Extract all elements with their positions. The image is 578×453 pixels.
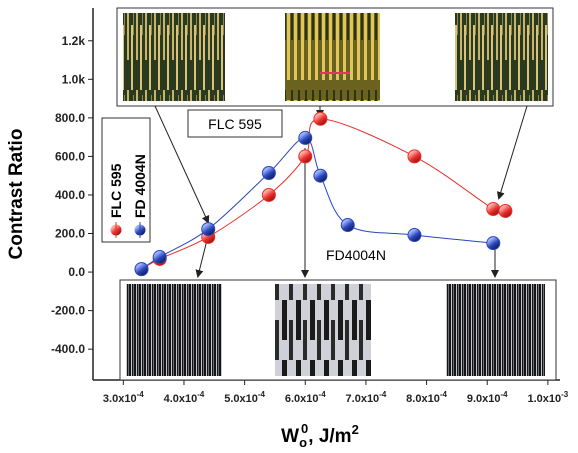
x-tick-label: 5.0x10-4 (224, 390, 265, 405)
y-tick-label: 400.0 (55, 188, 85, 202)
image (285, 13, 380, 101)
x-label-sup: 0 (301, 421, 308, 436)
point (262, 166, 275, 179)
annotation: FLC 595 (208, 116, 262, 132)
point (314, 169, 327, 182)
x-tick-exponent: -4 (319, 390, 327, 399)
x-tick-mantissa: 4.0x10 (164, 393, 198, 405)
x-tick-mantissa: 1.0x10 (527, 393, 561, 405)
x-tick-mantissa: 3.0x10 (103, 393, 137, 405)
x-tick-mantissa: 8.0x10 (406, 393, 440, 405)
point (202, 223, 215, 236)
x-tick-label: 4.0x10-4 (164, 390, 205, 405)
y-tick-label: 0.0 (68, 265, 85, 279)
x-tick-label: 9.0x10-4 (467, 390, 508, 405)
x-tick-label: 8.0x10-4 (406, 390, 447, 405)
x-tick-label: 7.0x10-4 (346, 390, 387, 405)
fit-curve (142, 138, 494, 269)
y-axis-label: Contrast Ratio (6, 129, 27, 260)
y-tick-label: 800.0 (55, 111, 85, 125)
x-tick-mantissa: 7.0x10 (346, 393, 380, 405)
y-tick-label: 1.2k (62, 34, 86, 48)
y-tick-label: -400.0 (51, 342, 85, 356)
x-tick-exponent: -3 (561, 390, 569, 399)
x-tick-label: 6.0x10-4 (285, 390, 326, 405)
x-tick-exponent: -4 (500, 390, 508, 399)
legend-label: FD 4004N (132, 154, 148, 218)
point (499, 204, 512, 217)
arrow (499, 106, 527, 198)
x-tick-mantissa: 5.0x10 (224, 393, 258, 405)
chart: -400.0 -200.0 0.0 200.0 400.0 600.0 800.0 1.0k 1… (0, 0, 578, 453)
point (299, 131, 312, 144)
point (262, 188, 275, 201)
point (299, 150, 312, 163)
point (341, 219, 354, 232)
legend: FLC 595 FD 4004N (102, 118, 150, 242)
y-tick-label: 600.0 (55, 149, 85, 163)
arrow (198, 240, 207, 276)
x-label-sub: o (299, 435, 307, 450)
point (314, 112, 327, 125)
x-tick-label: 3.0x10-4 (103, 390, 144, 405)
x-tick-exponent: -4 (440, 390, 448, 399)
point (487, 203, 500, 216)
y-tick-label: -200.0 (51, 304, 85, 318)
x-tick-exponent: -4 (137, 390, 145, 399)
insets: FLC 595 FD4004N (117, 8, 556, 380)
image (455, 13, 548, 101)
x-label-unit-sup: 2 (352, 422, 359, 437)
image (275, 284, 371, 376)
image (126, 284, 222, 376)
y-tick-label: 200.0 (55, 227, 85, 241)
x-tick-exponent: -4 (258, 390, 266, 399)
point (487, 237, 500, 250)
point (135, 263, 148, 276)
x-label-main: W (281, 426, 299, 447)
x-tick-exponent: -4 (379, 390, 387, 399)
point (153, 251, 166, 264)
image (446, 284, 545, 376)
point (408, 150, 421, 163)
y-tick-label: 1.0k (62, 72, 86, 86)
x-tick-mantissa: 6.0x10 (285, 393, 319, 405)
x-tick-mantissa: 9.0x10 (467, 393, 501, 405)
point (408, 229, 421, 242)
x-axis-label: Wo0, J/m2 (281, 421, 359, 450)
legend-label: FLC 595 (108, 163, 124, 218)
x-tick-label: 1.0x10-3 (527, 390, 568, 405)
x-label-unit: , J/m (308, 426, 351, 447)
annotation: FD4004N (326, 247, 386, 263)
x-tick-exponent: -4 (197, 390, 205, 399)
image (123, 13, 225, 101)
fit-curve (142, 119, 506, 269)
